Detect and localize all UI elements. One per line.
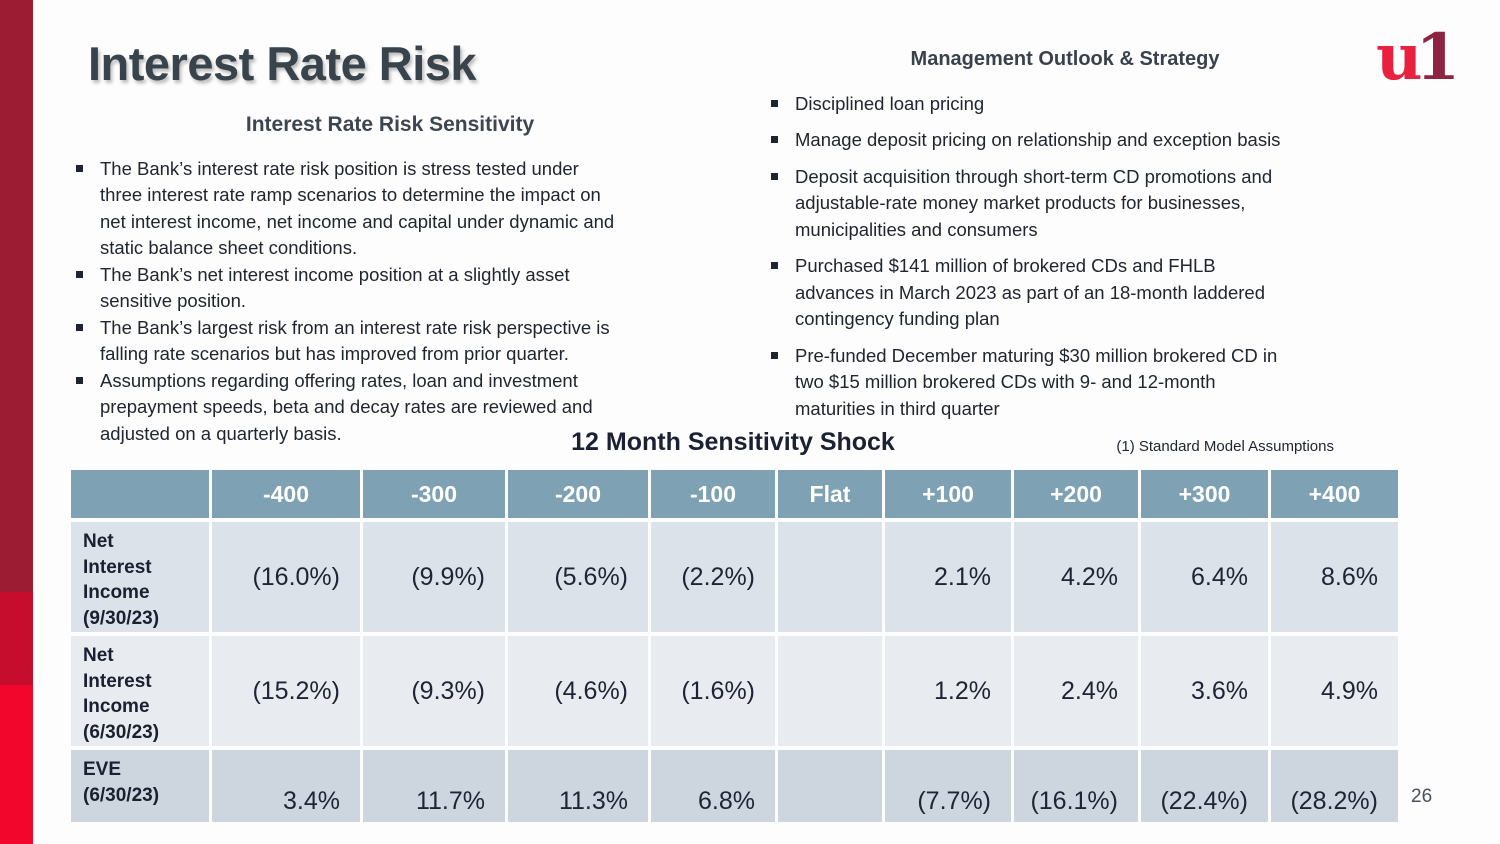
bullet-square-icon <box>771 172 778 180</box>
table-cell: (5.6%) <box>508 522 648 632</box>
accent-bar-segment-mid <box>0 592 33 685</box>
table-cell: 6.4% <box>1141 522 1268 632</box>
bullet-text: Disciplined loan pricing <box>795 93 985 114</box>
bullet-item: Pre-funded December maturing $30 million… <box>768 343 1468 422</box>
brand-logo: u1 <box>1376 26 1460 90</box>
bullet-text: Purchased $141 million of brokered CDs a… <box>795 255 1265 330</box>
table-title-row: 12 Month Sensitivity Shock (1) Standard … <box>68 428 1398 462</box>
bullet-item: Purchased $141 million of brokered CDs a… <box>768 253 1468 332</box>
table-cell: (9.3%) <box>363 636 505 746</box>
sensitivity-table: -400 -300 -200 -100 Flat +100 +200 +300 +400 Net… <box>68 466 1401 826</box>
row-label: Net Interest Income (9/30/23) <box>71 522 209 632</box>
table-cell: 1.2% <box>885 636 1011 746</box>
table-cell: 6.8% <box>651 750 775 822</box>
bullet-square-icon <box>76 376 83 384</box>
column-header: -100 <box>651 470 775 518</box>
table-cell: (9.9%) <box>363 522 505 632</box>
page-number: 26 <box>1411 786 1433 807</box>
column-header: -300 <box>363 470 505 518</box>
column-header: +200 <box>1014 470 1138 518</box>
bullet-square-icon <box>76 323 83 331</box>
bullet-text: The Bank’s largest risk from an interest… <box>100 316 610 365</box>
table-cell <box>778 636 882 746</box>
table-cell: (4.6%) <box>508 636 648 746</box>
table-cell: (2.2%) <box>651 522 775 632</box>
bullet-text: Assumptions regarding offering rates, lo… <box>100 369 593 444</box>
bullet-square-icon <box>771 351 778 359</box>
left-section-heading: Interest Rate Risk Sensitivity <box>245 113 535 136</box>
column-header: +300 <box>1141 470 1268 518</box>
bullet-square-icon <box>771 262 778 270</box>
bullet-item: The Bank’s largest risk from an interest… <box>73 315 713 368</box>
right-section-heading: Management Outlook & Strategy <box>910 48 1220 70</box>
bullet-item: Manage deposit pricing on relationship a… <box>768 127 1468 153</box>
bullet-text: Deposit acquisition through short-term C… <box>795 165 1273 240</box>
bullet-item: Deposit acquisition through short-term C… <box>768 164 1468 243</box>
accent-bar-segment-dark <box>0 0 33 592</box>
bullet-square-icon <box>771 136 778 144</box>
column-header-empty <box>71 470 209 518</box>
logo-u-glyph: u <box>1375 20 1423 95</box>
table-row: Net Interest Income (6/30/23) (15.2%) (9.3… <box>71 636 1398 746</box>
table-cell: 4.2% <box>1014 522 1138 632</box>
accent-bar-segment-bright <box>0 685 33 844</box>
left-bullet-list: The Bank’s interest rate risk position i… <box>73 156 713 447</box>
bullet-item: The Bank’s net interest income position … <box>73 262 713 315</box>
bullet-item: Assumptions regarding offering rates, lo… <box>73 368 713 447</box>
table-cell: (1.6%) <box>651 636 775 746</box>
bullet-square-icon <box>76 270 83 278</box>
left-accent-bar <box>0 0 33 844</box>
table-title: 12 Month Sensitivity Shock <box>571 428 895 456</box>
table-cell <box>778 750 882 822</box>
table-header-row: -400 -300 -200 -100 Flat +100 +200 +300 +400 <box>71 470 1398 518</box>
column-header: +400 <box>1271 470 1398 518</box>
bullet-text: The Bank’s interest rate risk position i… <box>100 158 615 259</box>
column-header: -200 <box>508 470 648 518</box>
row-label: EVE (6/30/23) <box>71 750 209 822</box>
column-header: Flat <box>778 470 882 518</box>
table-cell: 11.7% <box>363 750 505 822</box>
table-cell: 2.1% <box>885 522 1011 632</box>
table-cell: 11.3% <box>508 750 648 822</box>
row-label: Net Interest Income (6/30/23) <box>71 636 209 746</box>
bullet-item: The Bank’s interest rate risk position i… <box>73 156 713 262</box>
page-title: Interest Rate Risk <box>88 37 477 90</box>
table-cell: 4.9% <box>1271 636 1398 746</box>
bullet-square-icon <box>76 165 83 172</box>
bullet-square-icon <box>771 100 778 107</box>
table-cell: 3.6% <box>1141 636 1268 746</box>
bullet-item: Disciplined loan pricing <box>768 91 1468 117</box>
table-cell: (16.1%) <box>1014 750 1138 822</box>
table-footnote: (1) Standard Model Assumptions <box>1116 438 1334 455</box>
table-cell: (16.0%) <box>212 522 360 632</box>
table-cell: (28.2%) <box>1271 750 1398 822</box>
table-cell <box>778 522 882 632</box>
table-cell: 8.6% <box>1271 522 1398 632</box>
logo-one-glyph: 1 <box>1415 20 1460 95</box>
table-cell: (22.4%) <box>1141 750 1268 822</box>
right-bullet-list: Disciplined loan pricing Manage deposit p… <box>768 91 1468 432</box>
table-cell: (15.2%) <box>212 636 360 746</box>
column-header: +100 <box>885 470 1011 518</box>
table-cell: (7.7%) <box>885 750 1011 822</box>
table-cell: 3.4% <box>212 750 360 822</box>
bullet-text: Pre-funded December maturing $30 million… <box>795 344 1278 419</box>
bullet-text: Manage deposit pricing on relationship a… <box>795 129 1281 151</box>
table-cell: 2.4% <box>1014 636 1138 746</box>
column-header: -400 <box>212 470 360 518</box>
bullet-text: The Bank’s net interest income position … <box>100 263 570 312</box>
table-row: EVE (6/30/23) 3.4% 11.7% 11.3% 6.8% (7.7%) (16… <box>71 750 1398 822</box>
table-row: Net Interest Income (9/30/23) (16.0%) (9.9… <box>71 522 1398 632</box>
